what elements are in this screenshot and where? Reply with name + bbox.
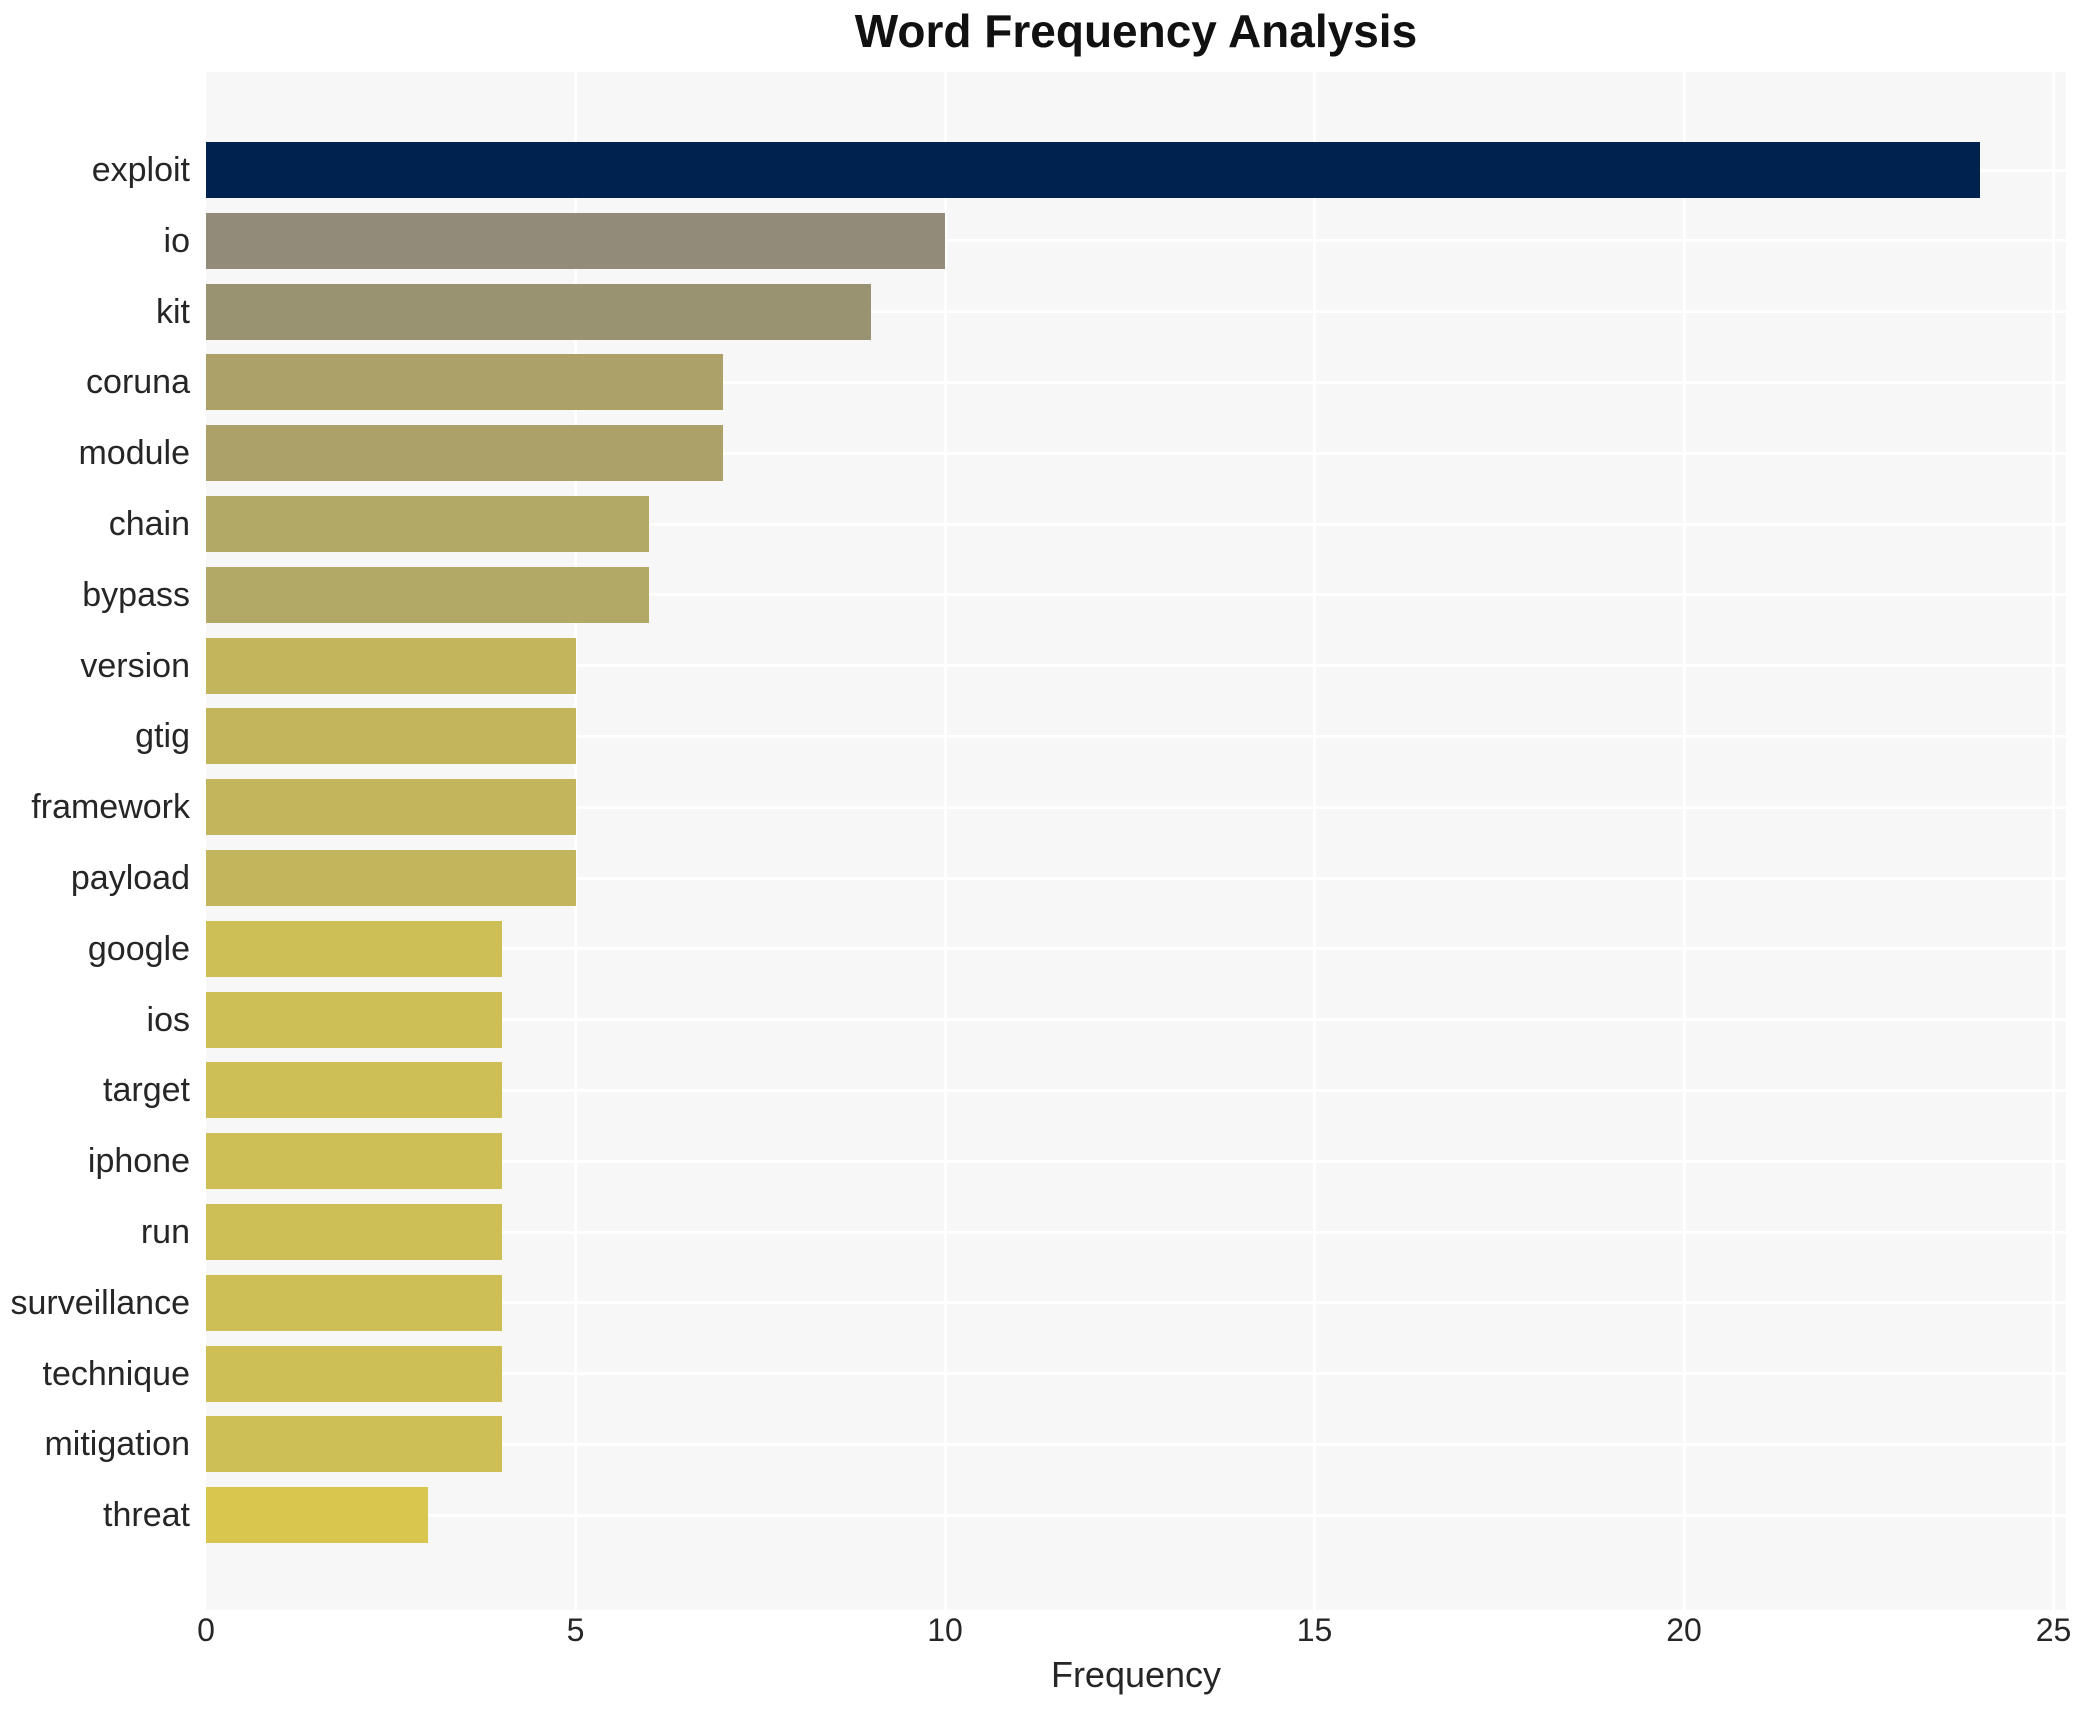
y-label-payload: payload	[70, 859, 190, 897]
y-label-chain: chain	[108, 505, 190, 543]
vertical-gridline	[574, 72, 577, 1610]
horizontal-gridline	[206, 1088, 2066, 1092]
bar-google	[206, 920, 502, 977]
x-axis-title: Frequency	[1050, 1654, 1222, 1695]
y-label-gtig: gtig	[135, 717, 190, 756]
vertical-gridline	[1682, 72, 1686, 1610]
bar-target	[206, 1062, 502, 1119]
plot-area	[206, 72, 2066, 1610]
horizontal-gridline	[206, 239, 2066, 243]
y-label-kit: kit	[156, 292, 190, 331]
y-label-run: run	[140, 1213, 190, 1251]
horizontal-gridline	[206, 451, 2066, 455]
bar-bypass	[206, 566, 650, 623]
y-label-technique: technique	[42, 1354, 190, 1393]
bar-technique	[206, 1345, 502, 1402]
bar-iphone	[206, 1133, 502, 1190]
horizontal-gridline	[206, 734, 2066, 738]
bar-run	[206, 1204, 502, 1260]
horizontal-gridline	[206, 1018, 2066, 1022]
bar-version	[206, 637, 576, 694]
vertical-gridline	[943, 72, 947, 1610]
bar-surveillance	[206, 1274, 502, 1331]
y-axis-labels: exploit io kit coruna module chain bypass versi…	[0, 72, 198, 1610]
horizontal-gridline	[206, 1372, 2066, 1376]
y-label-version: version	[80, 646, 190, 685]
bar-coruna	[206, 354, 724, 411]
x-tick-label: 0	[197, 1612, 215, 1648]
y-label-ios: ios	[146, 1000, 190, 1039]
horizontal-gridline	[206, 593, 2066, 597]
x-tick-label: 10	[927, 1612, 963, 1648]
horizontal-gridline	[206, 1159, 2066, 1163]
y-label-target: target	[103, 1071, 190, 1110]
x-tick-label: 5	[566, 1612, 585, 1648]
horizontal-gridline	[206, 947, 2066, 951]
horizontal-gridline	[206, 664, 2066, 668]
bar-exploit	[206, 142, 1980, 198]
chart-title: Word Frequency Analysis	[854, 5, 1418, 57]
horizontal-gridline	[206, 1513, 2066, 1517]
vertical-gridline	[2052, 72, 2055, 1610]
y-label-mitigation: mitigation	[44, 1425, 190, 1464]
horizontal-gridline	[206, 805, 2066, 809]
y-label-threat: threat	[103, 1496, 190, 1535]
x-tick-label: 25	[2035, 1612, 2072, 1648]
horizontal-gridline	[206, 1442, 2066, 1446]
horizontal-gridline	[206, 380, 2066, 384]
horizontal-gridline	[206, 876, 2066, 880]
horizontal-gridline	[206, 1301, 2066, 1305]
x-tick-label: 15	[1296, 1612, 1333, 1648]
y-label-framework: framework	[31, 788, 190, 827]
horizontal-gridline	[206, 310, 2066, 314]
bar-payload	[206, 850, 576, 906]
y-label-module: module	[78, 434, 190, 473]
y-label-coruna: coruna	[86, 363, 190, 402]
horizontal-gridline	[206, 522, 2066, 526]
y-label-io: io	[163, 221, 190, 260]
bar-framework	[206, 779, 576, 836]
y-label-surveillance: surveillance	[10, 1283, 190, 1322]
x-tick-label: 20	[1666, 1612, 1702, 1648]
vertical-gridline	[1313, 72, 1316, 1610]
x-axis-tick-labels: 0 5 10 15 20 25	[0, 1612, 2086, 1652]
bar-gtig	[206, 708, 576, 765]
bar-threat	[206, 1487, 428, 1544]
y-label-bypass: bypass	[82, 575, 190, 614]
bar-kit	[206, 283, 872, 340]
bar-ios	[206, 991, 502, 1048]
y-label-iphone: iphone	[87, 1142, 190, 1181]
bar-io	[206, 212, 945, 269]
horizontal-gridline	[206, 1230, 2066, 1234]
y-label-google: google	[87, 929, 190, 968]
bar-mitigation	[206, 1416, 502, 1473]
bar-module	[206, 425, 724, 482]
bar-chain	[206, 496, 650, 552]
y-label-exploit: exploit	[91, 151, 190, 189]
